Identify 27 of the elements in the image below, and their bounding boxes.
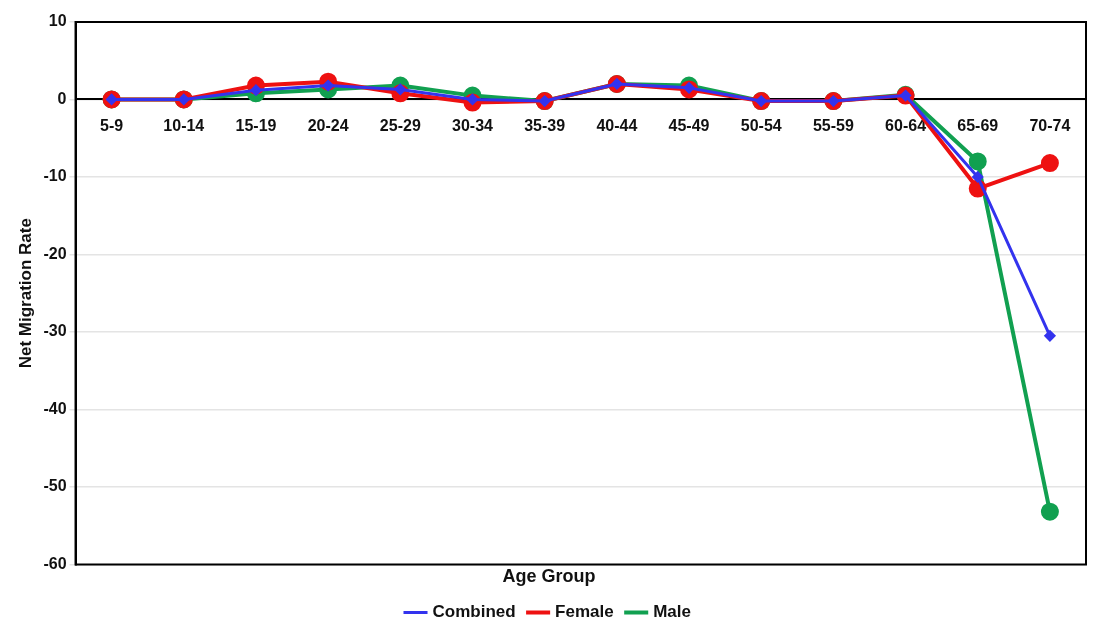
y-tick-label: -40 [43, 399, 67, 417]
x-tick-label: 10-14 [163, 117, 205, 135]
x-tick-label: 35-39 [524, 117, 566, 135]
x-tick-label: 40-44 [596, 117, 638, 135]
x-tick-label: 55-59 [812, 117, 854, 135]
y-tick-label: -20 [43, 244, 67, 262]
legend-label: Female [555, 602, 614, 622]
y-tick-label: -30 [43, 322, 67, 340]
y-tick-label: -10 [43, 167, 67, 185]
x-tick-label: 25-29 [379, 117, 421, 135]
x-tick-label: 20-24 [307, 117, 349, 135]
legend-label: Combined [432, 602, 516, 622]
legend-label: Male [653, 602, 691, 622]
x-axis-title: Age Group [502, 566, 596, 587]
x-tick-label: 50-54 [740, 117, 782, 135]
x-tick-label: 45-49 [668, 117, 710, 135]
x-tick-label: 65-69 [957, 117, 999, 135]
y-tick-label: -50 [43, 477, 67, 495]
x-tick-label: 5-9 [100, 117, 124, 135]
y-tick-label: -60 [43, 554, 67, 572]
y-tick-label: 0 [57, 89, 67, 107]
y-axis-title: Net Migration Rate [15, 218, 35, 369]
x-tick-label: 60-64 [885, 117, 927, 135]
x-tick-label: 15-19 [235, 117, 277, 135]
y-tick-label: 10 [48, 12, 67, 30]
x-tick-label: 30-34 [452, 117, 494, 135]
x-tick-label: 70-74 [1029, 117, 1071, 135]
